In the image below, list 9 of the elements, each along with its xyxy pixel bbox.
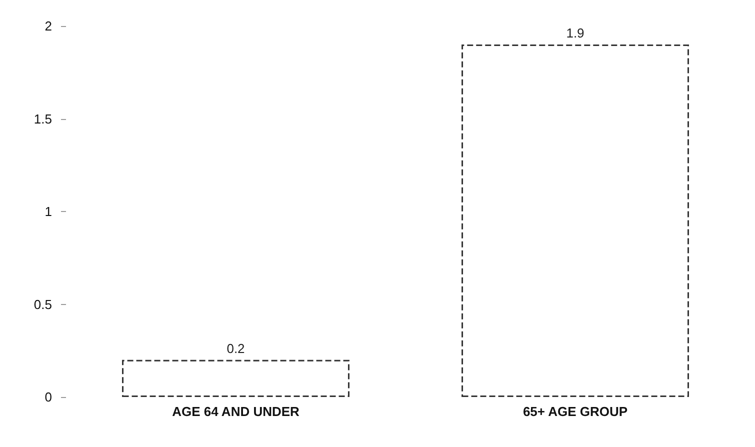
data-label: 0.2 bbox=[226, 340, 245, 356]
data-label: 1.9 bbox=[566, 26, 584, 41]
y-tick-label: 0.5 bbox=[34, 296, 52, 312]
x-tick-label: AGE 64 AND UNDER bbox=[172, 404, 300, 419]
y-tick-label: 1.5 bbox=[34, 111, 52, 126]
y-tick-label: 2 bbox=[44, 18, 52, 34]
y-tick-label: 0 bbox=[44, 390, 52, 404]
x-tick-label: 65+ AGE GROUP bbox=[522, 404, 628, 419]
y-tick-label: 1 bbox=[44, 204, 52, 219]
